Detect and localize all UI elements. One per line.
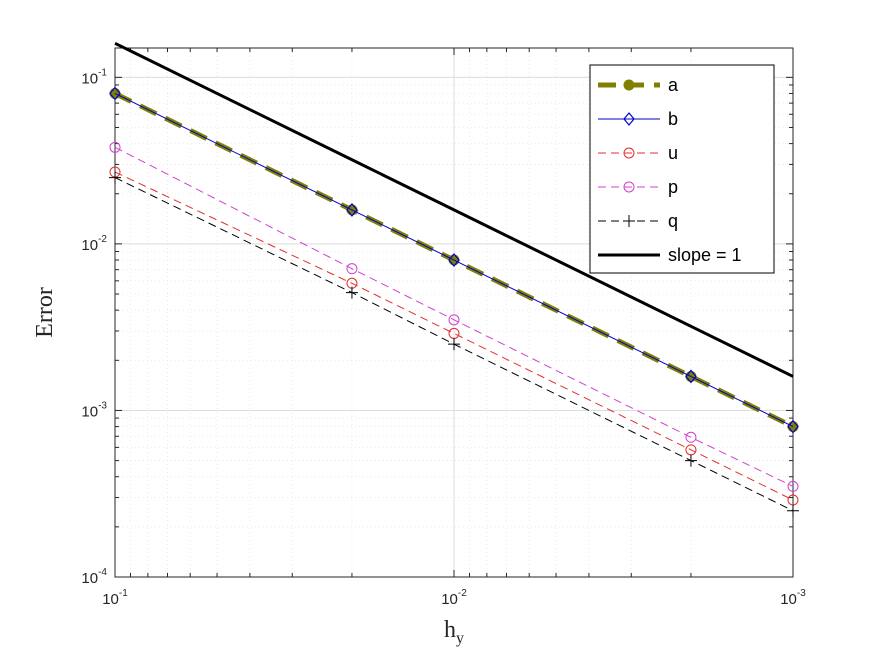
y-axis-title: Error [32, 287, 58, 338]
series-layer [109, 41, 799, 517]
legend-entry: q [598, 211, 678, 231]
legend-label: slope = 1 [668, 245, 742, 265]
marker-plus [684, 454, 697, 467]
series-line [114, 41, 794, 378]
series-p [109, 141, 799, 492]
legend-label: b [668, 109, 678, 129]
x-tick-label: 10-2 [441, 588, 467, 608]
marker-circle [623, 147, 635, 159]
x-tick-label: 10-3 [780, 588, 806, 608]
marker-plus [623, 215, 635, 227]
series-line [114, 93, 794, 428]
marker-diamond [109, 86, 121, 101]
series-slope-1 [114, 41, 794, 378]
legend-label: a [668, 75, 679, 95]
legend-entry: a [598, 75, 679, 95]
legend-box [589, 64, 775, 274]
marker-circle [109, 141, 121, 153]
marker-diamond [623, 112, 635, 126]
marker-circle [685, 431, 697, 443]
marker-circle [623, 181, 635, 193]
series-line [114, 146, 794, 487]
marker-circle [448, 314, 460, 326]
marker-plus [345, 286, 358, 299]
x-axis-title: hy [444, 617, 464, 647]
legend-label: q [668, 211, 678, 231]
marker-diamond [448, 253, 460, 267]
series-b [109, 86, 799, 434]
marker-plus [448, 338, 460, 351]
y-tick-label: 10-3 [81, 400, 107, 420]
marker-circle [787, 480, 799, 492]
x-axis-title-main: h [444, 617, 456, 643]
marker-plus [109, 171, 121, 184]
legend-label: p [668, 177, 678, 197]
y-tick-label: 10-4 [81, 567, 107, 587]
marker-plus [787, 504, 799, 517]
legend-label: u [668, 143, 678, 163]
series-q [109, 171, 799, 517]
marker-dot [623, 79, 635, 91]
legend-entry: b [598, 109, 678, 129]
y-tick-label: 10-1 [81, 67, 107, 87]
legend-entry: slope = 1 [598, 245, 742, 265]
legend-entry: p [598, 177, 678, 197]
series-line [114, 171, 794, 501]
marker-circle [346, 263, 358, 275]
marker-diamond [685, 369, 697, 384]
marker-diamond [346, 202, 358, 217]
axis-ticks: 10-1 10-2 10-3 10-1 10-2 10-3 10-4 [81, 48, 806, 608]
marker-diamond [787, 419, 799, 434]
x-tick-label: 10-1 [102, 588, 128, 608]
y-tick-label: 10-2 [81, 234, 107, 254]
x-axis-title-subscript: y [456, 630, 464, 647]
legend-entry: u [598, 143, 678, 163]
